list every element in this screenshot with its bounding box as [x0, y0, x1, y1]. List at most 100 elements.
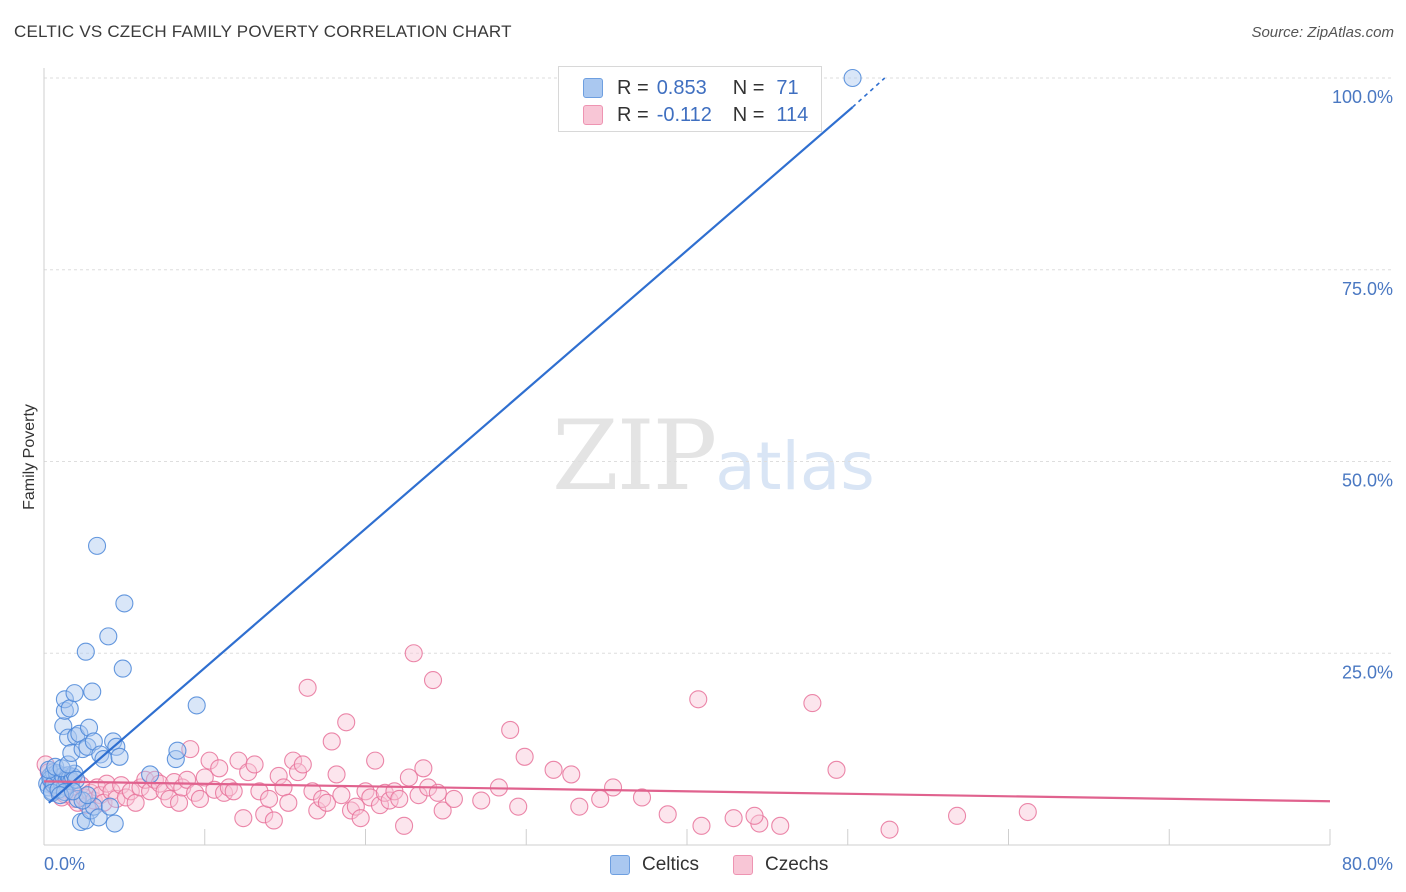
czechs-point	[239, 763, 258, 782]
czechs-point	[562, 765, 581, 784]
celtics-point	[60, 699, 79, 718]
czechs-point	[692, 816, 711, 835]
czechs-point	[107, 789, 126, 809]
x-tick-label-max: 80.0%	[1342, 854, 1393, 874]
watermark-atlas: atlas	[715, 428, 875, 505]
legend-item-celtics[interactable]: Celtics	[610, 852, 699, 878]
czechs-point	[332, 786, 351, 805]
czechs-point	[591, 789, 610, 809]
czechs-point	[126, 793, 145, 812]
czechs-point	[259, 789, 279, 809]
czechs-point	[724, 809, 743, 828]
y-tick-label: 100.0%	[1332, 87, 1393, 107]
czechs-point	[303, 782, 322, 801]
czechs-point	[351, 809, 370, 828]
czechs-point	[264, 811, 283, 830]
czechs-point	[604, 778, 623, 797]
czechs-point	[200, 751, 219, 770]
celtics-point	[110, 747, 129, 766]
watermark-zip: ZIP	[552, 400, 717, 512]
czechs-point	[234, 809, 253, 828]
celtics-point	[63, 782, 82, 801]
czechs-point	[366, 751, 385, 770]
celtics-point	[104, 732, 123, 751]
legend-item-czechs[interactable]: Czechs	[733, 852, 828, 878]
source-label: Source: ZipAtlas.com	[1251, 24, 1394, 41]
czechs-point	[827, 760, 846, 779]
celtics-point	[843, 68, 862, 88]
celtics-point	[94, 750, 113, 769]
legend-row-celtics: R = 0.853 N = 71	[583, 75, 799, 101]
celtics-point	[67, 727, 86, 746]
czechs-point	[224, 782, 243, 801]
celtics-point	[84, 732, 103, 751]
celtics-trend-line	[48, 106, 854, 804]
celtics-point	[59, 755, 78, 774]
czechs-point	[210, 759, 229, 778]
chart-title: CELTIC VS CZECH FAMILY POVERTY CORRELATI…	[14, 22, 512, 41]
czechs-point	[515, 747, 534, 766]
celtics-point	[99, 627, 118, 646]
czechs-point	[160, 789, 179, 809]
czechs-point	[771, 816, 790, 835]
n-label: N =	[732, 76, 765, 99]
czechs-n-value: 114	[776, 103, 809, 126]
czechs-point	[658, 805, 677, 824]
czechs-legend-swatch	[733, 855, 753, 875]
czechs-point	[444, 789, 463, 809]
celtics-point	[79, 718, 99, 737]
czechs-point	[472, 791, 491, 810]
celtics-legend-swatch	[610, 855, 630, 875]
celtics-points	[38, 68, 862, 833]
celtics-point	[84, 797, 103, 816]
x-tick-label-min: 0.0%	[44, 854, 85, 874]
celtics-point	[89, 808, 108, 827]
watermark: ZIPatlas	[552, 400, 875, 512]
celtics-point	[65, 684, 84, 703]
czechs-points	[36, 644, 1037, 839]
czechs-point	[250, 782, 269, 801]
y-tick-label: 25.0%	[1342, 662, 1393, 682]
celtics-point	[55, 690, 74, 709]
y-tick-labels: 25.0% 50.0% 75.0% 100.0%	[1332, 87, 1393, 682]
trend-lines	[43, 77, 1331, 804]
stats-legend: R = 0.853 N = 71 R = -0.112 N = 114	[558, 66, 822, 132]
czechs-point	[501, 720, 520, 740]
celtics-point	[115, 594, 134, 613]
celtics-r-value: 0.853	[656, 76, 707, 99]
czechs-point	[293, 755, 312, 774]
celtics-legend-label: Celtics	[642, 854, 700, 875]
czechs-point	[274, 778, 293, 797]
n-label: N =	[732, 103, 765, 126]
czechs-point	[395, 816, 414, 835]
celtics-point	[187, 696, 206, 715]
czechs-point	[308, 801, 327, 820]
czechs-point	[423, 671, 443, 690]
czechs-point	[346, 797, 365, 816]
czechs-point	[284, 751, 303, 770]
czechs-point	[948, 806, 967, 825]
celtics-n-value: 71	[776, 76, 799, 99]
czechs-point	[380, 791, 399, 810]
celtics-point	[87, 536, 107, 555]
czechs-point	[399, 768, 418, 787]
czechs-point	[803, 694, 822, 713]
czechs-point	[433, 801, 452, 820]
czechs-point	[322, 732, 341, 751]
czechs-point	[317, 793, 336, 812]
celtics-point	[113, 659, 132, 678]
celtics-point	[76, 642, 95, 661]
czechs-point	[327, 765, 346, 784]
celtics-swatch	[583, 78, 603, 98]
czechs-point	[169, 793, 189, 812]
czechs-point	[632, 788, 652, 807]
czechs-point	[745, 806, 764, 825]
czechs-point	[116, 788, 136, 807]
czechs-point	[298, 678, 317, 697]
celtics-point	[73, 791, 92, 810]
celtics-point	[83, 682, 102, 701]
celtics-point	[107, 737, 126, 756]
grid	[44, 77, 1394, 654]
czechs-point	[880, 820, 899, 839]
